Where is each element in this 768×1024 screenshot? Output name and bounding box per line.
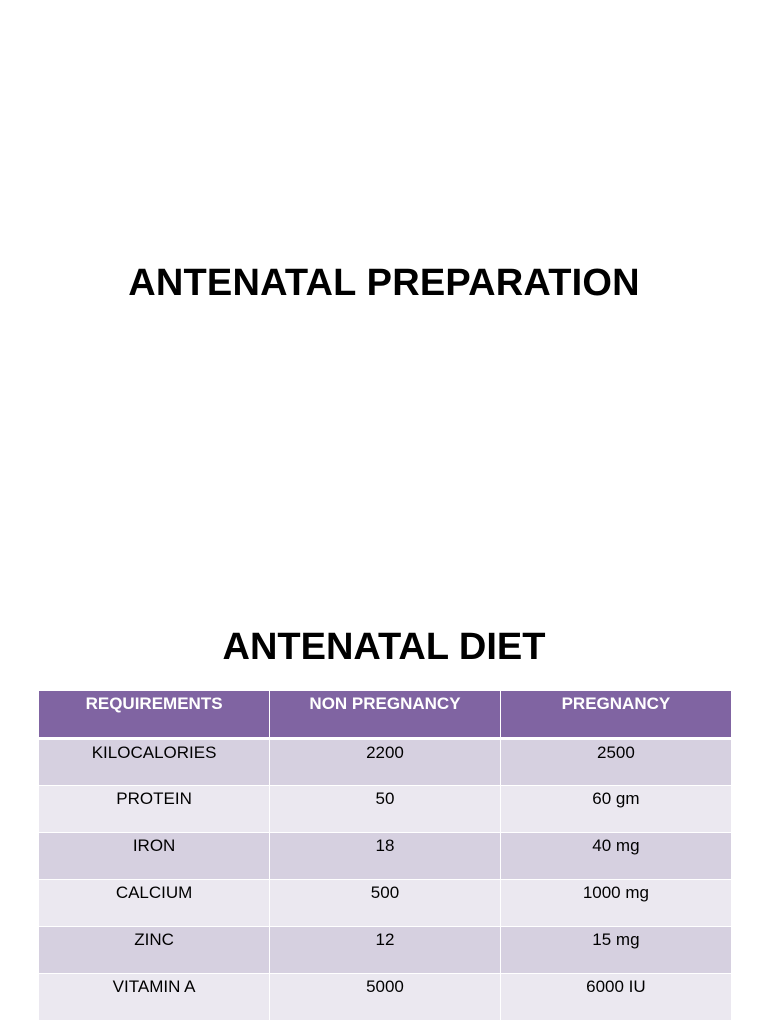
table-row: VITAMIN A 5000 6000 IU (39, 973, 731, 1021)
table-row: KILOCALORIES 2200 2500 (39, 738, 731, 786)
cell-requirement: ZINC (39, 926, 271, 974)
table-row: IRON 18 40 mg (39, 832, 731, 880)
cell-non-pregnancy: 500 (269, 879, 501, 927)
cell-requirement: CALCIUM (39, 879, 271, 927)
cell-non-pregnancy: 12 (269, 926, 501, 974)
diet-requirements-table: REQUIREMENTS NON PREGNANCY PREGNANCY KIL… (39, 691, 731, 1021)
cell-pregnancy: 15 mg (500, 926, 731, 974)
cell-non-pregnancy: 50 (269, 785, 501, 833)
cell-pregnancy: 60 gm (500, 785, 731, 833)
table-row: PROTEIN 50 60 gm (39, 785, 731, 833)
table-row: ZINC 12 15 mg (39, 926, 731, 974)
slide-antenatal-diet: ANTENATAL DIET REQUIREMENTS NON PREGNANC… (0, 576, 768, 1024)
cell-non-pregnancy: 18 (269, 832, 501, 880)
cell-requirement: KILOCALORIES (39, 738, 271, 786)
cell-pregnancy: 6000 IU (500, 973, 731, 1021)
cell-pregnancy: 40 mg (500, 832, 731, 880)
table-header-row: REQUIREMENTS NON PREGNANCY PREGNANCY (39, 691, 731, 740)
cell-requirement: IRON (39, 832, 271, 880)
header-pregnancy: PREGNANCY (500, 691, 731, 740)
cell-requirement: VITAMIN A (39, 973, 271, 1021)
slide-antenatal-preparation: ANTENATAL PREPARATION (128, 262, 640, 304)
slide-title: ANTENATAL PREPARATION (128, 262, 640, 304)
cell-non-pregnancy: 2200 (269, 738, 501, 786)
cell-pregnancy: 2500 (500, 738, 731, 786)
cell-non-pregnancy: 5000 (269, 973, 501, 1021)
slide-title: ANTENATAL DIET (222, 626, 546, 668)
table-row: CALCIUM 500 1000 mg (39, 879, 731, 927)
cell-requirement: PROTEIN (39, 785, 271, 833)
header-non-pregnancy: NON PREGNANCY (269, 691, 501, 740)
cell-pregnancy: 1000 mg (500, 879, 731, 927)
header-requirements: REQUIREMENTS (39, 691, 271, 740)
